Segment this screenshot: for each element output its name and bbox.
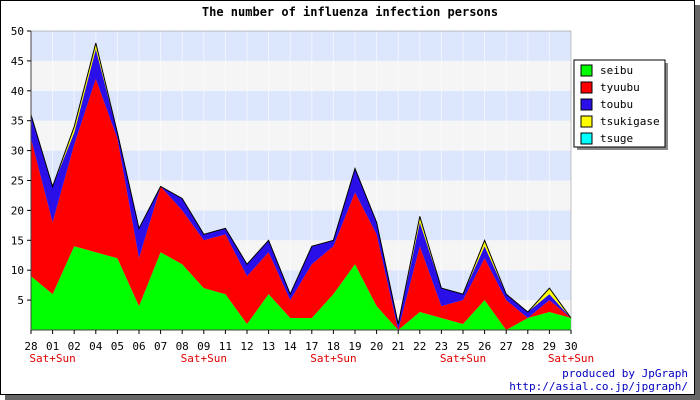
background-band <box>31 31 571 61</box>
x-tick-label: 05 <box>111 340 124 353</box>
x-tick-label: 20 <box>370 340 383 353</box>
background-band <box>31 90 571 121</box>
y-tick-label: 10 <box>11 264 24 277</box>
x-tick-label: 18 <box>327 340 340 353</box>
x-tick-label: 27 <box>500 340 513 353</box>
chart-svg: The number of influenza infection person… <box>11 5 688 393</box>
x-tick-label: 21 <box>392 340 405 353</box>
stack-top-line <box>30 42 572 325</box>
x-tick-label: 01 <box>46 340 59 353</box>
weekend-label: Sat+Sun <box>29 352 75 365</box>
x-tick-label: 22 <box>413 340 426 353</box>
y-tick-label: 25 <box>11 175 24 188</box>
y-tick-label: 15 <box>11 234 24 247</box>
x-tick-label: 11 <box>219 340 232 353</box>
y-tick-label: 50 <box>11 25 24 38</box>
x-tick-label: 23 <box>435 340 448 353</box>
x-tick-label: 08 <box>176 340 189 353</box>
x-tick-label: 29 <box>543 340 556 353</box>
x-tick-label: 25 <box>456 340 469 353</box>
axes <box>27 30 572 334</box>
legend-label-toubu: toubu <box>600 98 633 111</box>
weekend-label: Sat+Sun <box>310 352 356 365</box>
series-area-seibu <box>31 246 571 330</box>
x-tick-label: 12 <box>240 340 253 353</box>
x-tick-label: 09 <box>197 340 210 353</box>
credit-line-1: produced by JpGraph <box>562 367 688 380</box>
legend-swatch-seibu <box>580 64 593 77</box>
x-tick-label: 28 <box>521 340 534 353</box>
weekend-label: Sat+Sun <box>440 352 486 365</box>
x-tick-label: 14 <box>284 340 298 353</box>
x-tick-label: 26 <box>478 340 491 353</box>
legend-swatch-toubu <box>580 98 593 111</box>
x-tick-label: 13 <box>262 340 275 353</box>
frame-shadow <box>5 395 700 400</box>
x-tick-label: 07 <box>154 340 167 353</box>
x-tick-label: 17 <box>305 340 318 353</box>
legend-label-tsukigase: tsukigase <box>600 115 660 128</box>
background-band <box>31 120 571 151</box>
y-tick-label: 45 <box>11 55 24 68</box>
legend-swatch-tsukigase <box>580 115 593 128</box>
legend-label-tsuge: tsuge <box>600 132 633 145</box>
chart-title: The number of influenza infection person… <box>202 5 498 19</box>
series-area-toubu <box>31 48 571 330</box>
x-tick-labels: 28 01 02 04 05 06 07 08 09 11 12 13 14 17 18 19 20 21 22 23… <box>24 340 577 353</box>
background-band <box>31 60 571 91</box>
y-tick-label: 20 <box>11 204 24 217</box>
y-tick-label: 35 <box>11 115 24 128</box>
legend-label-seibu: seibu <box>600 64 633 77</box>
credit-line-2: http://asial.co.jp/jpgraph/ <box>509 380 688 393</box>
frame-shadow <box>695 5 700 400</box>
weekend-annotations: Sat+Sun Sat+Sun Sat+Sun Sat+Sun Sat+Sun <box>29 352 594 365</box>
y-tick-labels: 5 10 15 20 25 30 35 40 45 50 <box>11 25 24 307</box>
stacked-areas <box>30 42 572 330</box>
weekend-label: Sat+Sun <box>548 352 594 365</box>
legend-swatch-tyuubu <box>580 81 593 94</box>
legend-swatch-tsuge <box>580 132 593 145</box>
legend-label-tyuubu: tyuubu <box>600 81 640 94</box>
x-tick-label: 28 <box>24 340 37 353</box>
y-tick-label: 30 <box>11 145 24 158</box>
y-tick-label: 5 <box>17 294 24 307</box>
weekend-label: Sat+Sun <box>181 352 227 365</box>
x-tick-label: 06 <box>132 340 145 353</box>
x-tick-label: 04 <box>89 340 103 353</box>
x-tick-label: 02 <box>68 340 81 353</box>
x-tick-label: 19 <box>348 340 361 353</box>
y-tick-label: 40 <box>11 85 24 98</box>
legend: seibu tyuubu toubu tsukigase tsuge <box>573 59 668 150</box>
x-tick-label: 30 <box>564 340 577 353</box>
